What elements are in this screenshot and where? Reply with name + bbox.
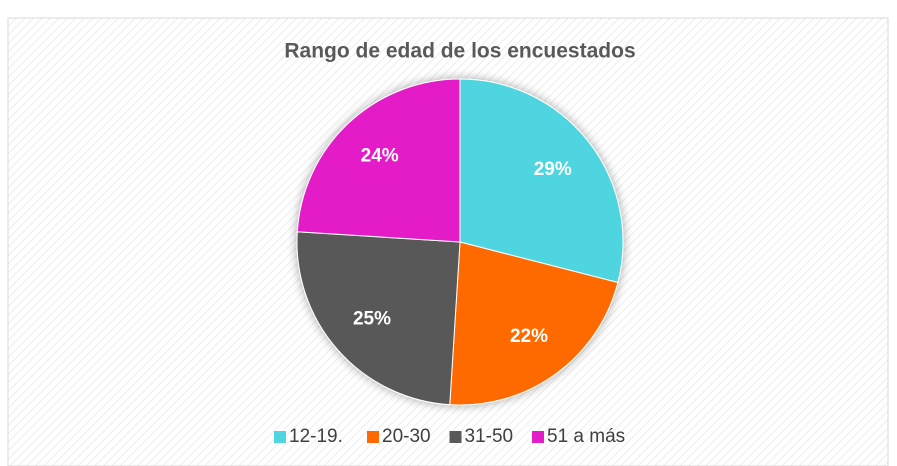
data-label: 24% bbox=[361, 145, 399, 166]
pie-slice bbox=[449, 241, 619, 406]
legend-label: 51 a más bbox=[547, 426, 625, 447]
legend-label: 12-19. bbox=[289, 426, 343, 447]
data-label: 29% bbox=[534, 159, 572, 180]
legend-label: 20-30 bbox=[382, 426, 431, 447]
chart-title: Rango de edad de los encuestados bbox=[284, 40, 635, 63]
pie-slice bbox=[296, 78, 461, 243]
data-label: 25% bbox=[353, 309, 391, 330]
legend-swatch bbox=[532, 431, 544, 443]
pie-slice bbox=[459, 78, 624, 284]
pie-slice bbox=[296, 231, 461, 406]
legend-swatch bbox=[367, 431, 379, 443]
legend-label: 31-50 bbox=[465, 426, 514, 447]
legend-swatch bbox=[449, 431, 462, 443]
data-label: 22% bbox=[510, 326, 548, 347]
legend-swatch bbox=[274, 431, 286, 443]
pie bbox=[296, 78, 624, 406]
